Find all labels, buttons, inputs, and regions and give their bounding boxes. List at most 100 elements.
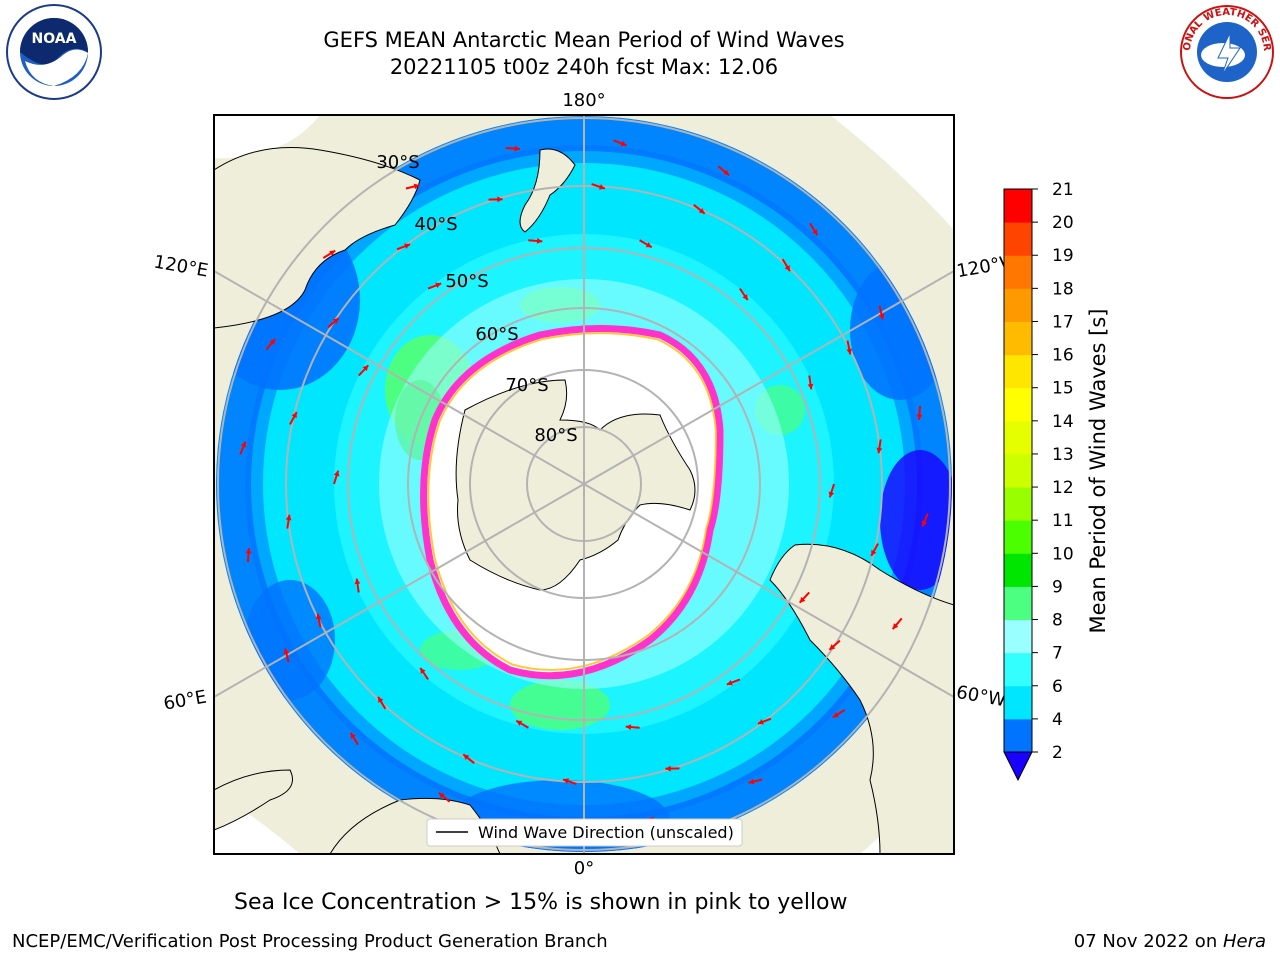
wind-arrow-head [812, 229, 818, 236]
colorbar: 2 4 6 7 8 9 10 11 12 13 14 15 16 17 18 19 20 21 [1003, 180, 1074, 782]
legend-label: Wind Wave Direction (unscaled) [478, 823, 734, 842]
wind-arrow-head [378, 696, 384, 703]
wind-arrow-head [332, 318, 339, 324]
wind-arrow-head [354, 578, 361, 585]
colorbar-segment [1004, 387, 1032, 422]
colorbar-segment [1004, 487, 1032, 521]
colorbar-segment [1004, 685, 1032, 720]
lat-label-60s: 60°S [475, 324, 518, 345]
colorbar-tick-label: 8 [1052, 611, 1063, 631]
colorbar-tick-label: 16 [1052, 346, 1074, 366]
footer-machine: Hera [1222, 931, 1266, 952]
lon-label-120e: 120°E [152, 251, 210, 281]
footer-date-text: 07 Nov 2022 on [1073, 931, 1223, 952]
noaa-logo: NOAA [6, 4, 102, 100]
footer-organization: NCEP/EMC/Verification Post Processing Pr… [12, 931, 608, 952]
colorbar-segment [1004, 354, 1032, 389]
lon-label-60w: 60°W [955, 682, 1008, 711]
footer-date: 07 Nov 2022 on Hera [1074, 931, 1266, 952]
lat-label-70s: 70°S [505, 375, 548, 396]
lat-label-40s: 40°S [414, 214, 457, 235]
wind-arrow-head [620, 140, 627, 147]
wind-arrow-head [563, 778, 570, 784]
lat-label-50s: 50°S [445, 271, 488, 292]
graticule [214, 115, 954, 854]
wind-arrow-head [878, 313, 885, 320]
wind-arrow-head [245, 548, 252, 554]
wind-arrow-head [665, 765, 671, 772]
wind-arrow-head [315, 613, 322, 620]
colorbar-tick-label: 21 [1052, 180, 1074, 200]
wind-arrow-head [514, 145, 520, 152]
colorbar-tick-label: 14 [1052, 412, 1074, 432]
wind-arrow-head [420, 667, 426, 674]
australia-landmass [214, 147, 421, 329]
colorbar-tick-label: 6 [1052, 677, 1063, 697]
wind-arrow-head [892, 623, 899, 630]
wind-arrow-head [435, 282, 442, 289]
colorbar-segment [1004, 652, 1032, 687]
wind-arrow-head [916, 414, 923, 420]
colorbar-segment [1004, 321, 1032, 356]
wind-arrow-head [807, 383, 814, 390]
wind-arrow-head [742, 294, 748, 301]
colorbar-frame [1003, 188, 1033, 753]
colorbar-tick-label: 20 [1052, 213, 1074, 233]
colorbar-segment [1004, 718, 1032, 753]
south-america-landmass [769, 543, 954, 854]
map-legend: Wind Wave Direction (unscaled) [426, 818, 743, 847]
wind-arrow-head [799, 596, 806, 603]
wind-arrow-head [333, 470, 340, 477]
map-frame [213, 114, 955, 855]
map-subtitle: 20221105 t00z 240h fcst Max: 12.06 [389, 55, 779, 79]
nws-logo: NATIONAL WEATHER SERVICE [1178, 3, 1274, 99]
wind-arrow-head [723, 169, 730, 176]
new-zealand-landmass [519, 148, 576, 233]
colorbar-segment [1004, 189, 1032, 223]
madagascar-landmass [214, 769, 293, 831]
wind-arrow-head [829, 644, 836, 650]
wind-arrows [239, 139, 929, 829]
colorbar-segment [1004, 520, 1032, 554]
wind-arrow-head [240, 441, 247, 448]
wind-arrow-head [536, 238, 543, 244]
wind-arrow-head [784, 265, 790, 272]
colorbar-tick-label: 15 [1052, 379, 1074, 399]
wind-arrow-head [846, 348, 853, 355]
wind-arrow-head [438, 792, 445, 799]
colorbar-segment [1004, 255, 1032, 289]
wind-arrow-head [362, 365, 369, 372]
wind-arrow-head [497, 196, 503, 203]
colorbar-tick-label: 10 [1052, 544, 1074, 564]
colorbar-segment [1004, 288, 1032, 322]
colorbar-tick-label: 7 [1052, 644, 1063, 664]
colorbar-segment [1004, 553, 1032, 587]
lon-label-180: 180° [562, 90, 605, 111]
wind-arrow-head [404, 243, 411, 249]
colorbar-tick-label: 4 [1052, 710, 1063, 730]
wind-arrow-head [757, 719, 764, 725]
lon-label-60e: 60°E [162, 686, 208, 714]
antarctica-landmass [455, 379, 696, 591]
wind-arrow-head [413, 183, 420, 190]
wind-arrow-head [463, 754, 470, 760]
wind-arrow-head [876, 447, 883, 454]
wind-arrow-head [283, 648, 290, 655]
meridian [214, 270, 954, 698]
wind-arrow-head [871, 549, 877, 556]
colorbar-tick-label: 12 [1052, 478, 1074, 498]
wind-arrow-head [832, 712, 839, 718]
map-title: GEFS MEAN Antarctic Mean Period of Wind … [323, 28, 845, 52]
wind-arrow-head [645, 242, 652, 248]
colorbar-tick-label: 17 [1052, 312, 1074, 332]
colorbar-extend-triangle [1003, 751, 1033, 782]
colorbar-label: Mean Period of Wind Waves [s] [1086, 309, 1110, 634]
colorbar-segment [1004, 420, 1032, 455]
noaa-logo-text: NOAA [32, 31, 77, 47]
colorbar-tick-label: 2 [1052, 743, 1063, 763]
lat-label-80s: 80°S [534, 425, 577, 446]
sea-ice-caption: Sea Ice Concentration > 15% is shown in … [234, 890, 848, 915]
wind-arrow-head [285, 514, 292, 521]
colorbar-tick-label: 18 [1052, 279, 1074, 299]
